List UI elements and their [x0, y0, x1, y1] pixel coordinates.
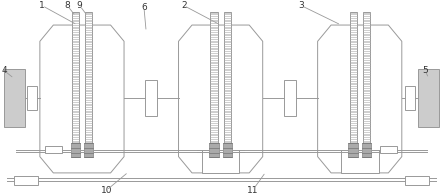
Bar — [224, 12, 231, 147]
Bar — [71, 143, 80, 157]
Text: 1: 1 — [39, 1, 45, 10]
Bar — [45, 146, 62, 153]
Text: 3: 3 — [299, 1, 304, 10]
Bar — [4, 69, 25, 127]
Bar — [349, 143, 358, 157]
Bar — [85, 12, 92, 147]
Bar — [363, 12, 370, 147]
Bar — [84, 143, 93, 157]
Bar — [418, 69, 439, 127]
Text: 6: 6 — [141, 3, 147, 12]
Bar — [341, 150, 378, 173]
Polygon shape — [318, 25, 402, 173]
Bar — [362, 143, 371, 157]
Text: 10: 10 — [101, 186, 112, 195]
Polygon shape — [40, 25, 124, 173]
Text: 8: 8 — [65, 1, 70, 10]
Bar — [27, 86, 37, 110]
Bar — [284, 81, 296, 115]
Text: 4: 4 — [2, 66, 7, 75]
Bar — [223, 143, 232, 157]
Bar — [210, 12, 218, 147]
Text: 2: 2 — [181, 1, 187, 10]
Polygon shape — [179, 25, 263, 173]
Bar — [14, 176, 38, 185]
Text: 5: 5 — [423, 66, 428, 75]
Bar — [210, 143, 218, 157]
Text: 11: 11 — [247, 186, 258, 195]
Bar — [145, 81, 157, 115]
Bar — [380, 146, 397, 153]
Bar — [405, 86, 415, 110]
Bar — [202, 150, 239, 173]
Bar — [405, 176, 429, 185]
Bar — [350, 12, 357, 147]
Text: 9: 9 — [77, 1, 82, 10]
Bar — [72, 12, 79, 147]
